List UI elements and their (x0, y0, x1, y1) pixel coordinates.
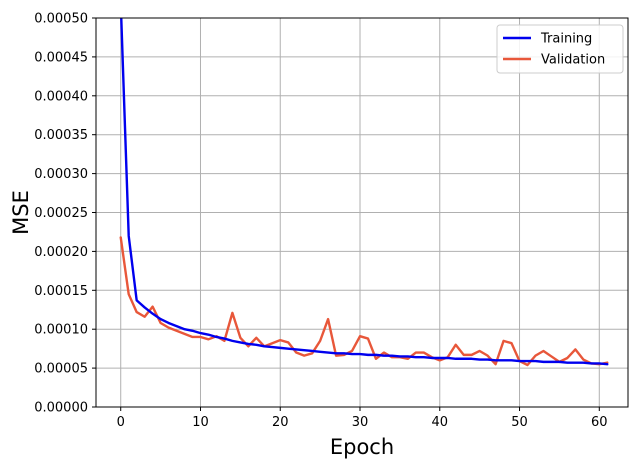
y-axis-title: MSE (9, 190, 33, 235)
series-layer (119, 18, 609, 367)
grid-lines (96, 17, 628, 408)
x-tick-label: 0 (117, 415, 125, 430)
series-line-training (120, 18, 609, 366)
y-tick-label: 0.00020 (34, 245, 88, 260)
y-tick-label: 0.00035 (34, 128, 88, 143)
y-tick-label: 0.00015 (34, 284, 88, 299)
x-tick-label: 10 (192, 415, 209, 430)
series-line-validation (119, 236, 609, 367)
y-tick-label: 0.00050 (34, 12, 88, 27)
y-tick-label: 0.00045 (34, 50, 88, 65)
y-tick-label: 0.00030 (34, 167, 88, 182)
x-tick-label: 40 (431, 415, 448, 430)
x-tick-label: 20 (272, 415, 289, 430)
y-axis-ticks: 0.00000 0.00005 0.00010 0.00015 0.00020 0.000… (34, 12, 96, 416)
x-tick-label: 30 (352, 415, 369, 430)
legend: Training Validation (496, 24, 624, 74)
x-tick-label: 60 (591, 415, 608, 430)
x-axis-ticks: 0 10 20 30 40 50 60 (117, 407, 608, 430)
x-tick-label: 50 (511, 415, 528, 430)
y-tick-label: 0.00005 (34, 362, 88, 377)
y-tick-label: 0.00025 (34, 206, 88, 221)
y-tick-label: 0.00040 (34, 89, 88, 104)
y-tick-label: 0.00000 (34, 401, 88, 416)
legend-label-validation: Validation (541, 53, 605, 68)
x-axis-title: Epoch (330, 435, 394, 459)
legend-label-training: Training (540, 32, 592, 47)
y-tick-label: 0.00010 (34, 323, 88, 338)
